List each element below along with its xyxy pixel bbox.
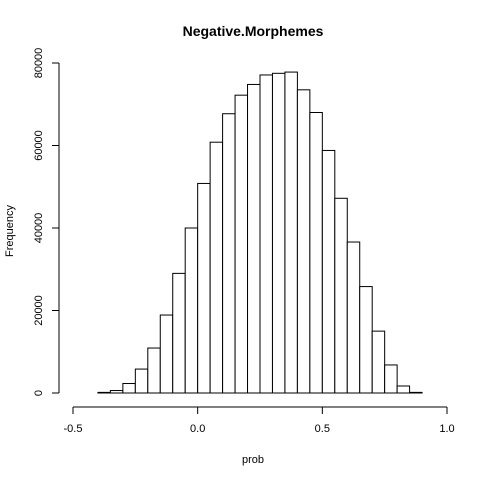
histogram-bar-12 bbox=[247, 83, 261, 394]
x-tick-label: 0.5 bbox=[315, 423, 330, 435]
histogram-bar-24 bbox=[396, 385, 411, 394]
histogram-bar-8 bbox=[197, 182, 211, 394]
y-axis: 0 20000 40000 60000 80000 bbox=[33, 48, 60, 396]
histogram-bar-19 bbox=[334, 197, 348, 394]
y-tick-label: 80000 bbox=[33, 48, 45, 79]
histogram-bar-15 bbox=[284, 71, 298, 394]
x-tick-label: 0.0 bbox=[190, 423, 205, 435]
histogram-bar-2 bbox=[122, 383, 136, 394]
y-tick-label: 20000 bbox=[33, 295, 45, 326]
histogram-bar-10 bbox=[222, 113, 236, 394]
histogram-bar-3 bbox=[134, 368, 149, 394]
y-tick-label: 40000 bbox=[33, 213, 45, 244]
histogram-bar-25 bbox=[409, 391, 423, 394]
histogram-bar-6 bbox=[172, 272, 186, 394]
histogram-bar-4 bbox=[147, 347, 161, 394]
x-axis: -0.5 0.0 0.5 1.0 bbox=[64, 406, 455, 435]
histogram-bar-23 bbox=[384, 364, 398, 394]
y-axis-label: Frequency bbox=[4, 205, 16, 257]
x-axis-label: prob bbox=[242, 454, 264, 466]
histogram-bar-13 bbox=[259, 74, 273, 394]
histogram-bar-14 bbox=[271, 72, 286, 394]
chart-title: Negative.Morphemes bbox=[183, 23, 324, 39]
histogram-bar-22 bbox=[371, 330, 386, 394]
histogram-bar-0 bbox=[97, 391, 111, 394]
histogram-bar-18 bbox=[321, 149, 336, 394]
histogram-bar-21 bbox=[359, 286, 373, 394]
histogram-bar-5 bbox=[159, 314, 174, 394]
histogram-bar-1 bbox=[109, 390, 124, 394]
histogram-bar-17 bbox=[309, 112, 323, 394]
histogram-bar-9 bbox=[209, 141, 224, 394]
histogram-bar-20 bbox=[346, 241, 361, 394]
x-tick-label: 1.0 bbox=[439, 423, 454, 435]
y-tick-label: 0 bbox=[33, 390, 45, 396]
histogram-bar-11 bbox=[234, 94, 249, 394]
y-tick-label: 60000 bbox=[33, 130, 45, 161]
x-tick-label: -0.5 bbox=[64, 423, 83, 435]
histogram-bar-16 bbox=[296, 89, 311, 394]
histogram-bars bbox=[97, 71, 423, 394]
histogram-bar-7 bbox=[184, 227, 199, 394]
